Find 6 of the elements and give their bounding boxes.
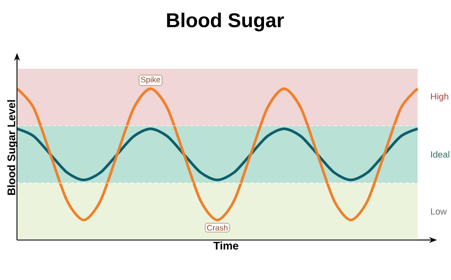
- band-label: Ideal: [431, 151, 450, 158]
- x-axis-title: Time: [213, 242, 238, 250]
- y-axis-title: Blood Sugar Level: [7, 100, 18, 195]
- chart-title: Blood Sugar: [167, 12, 284, 32]
- band-label: Low: [431, 208, 447, 215]
- band-label: High: [431, 93, 448, 102]
